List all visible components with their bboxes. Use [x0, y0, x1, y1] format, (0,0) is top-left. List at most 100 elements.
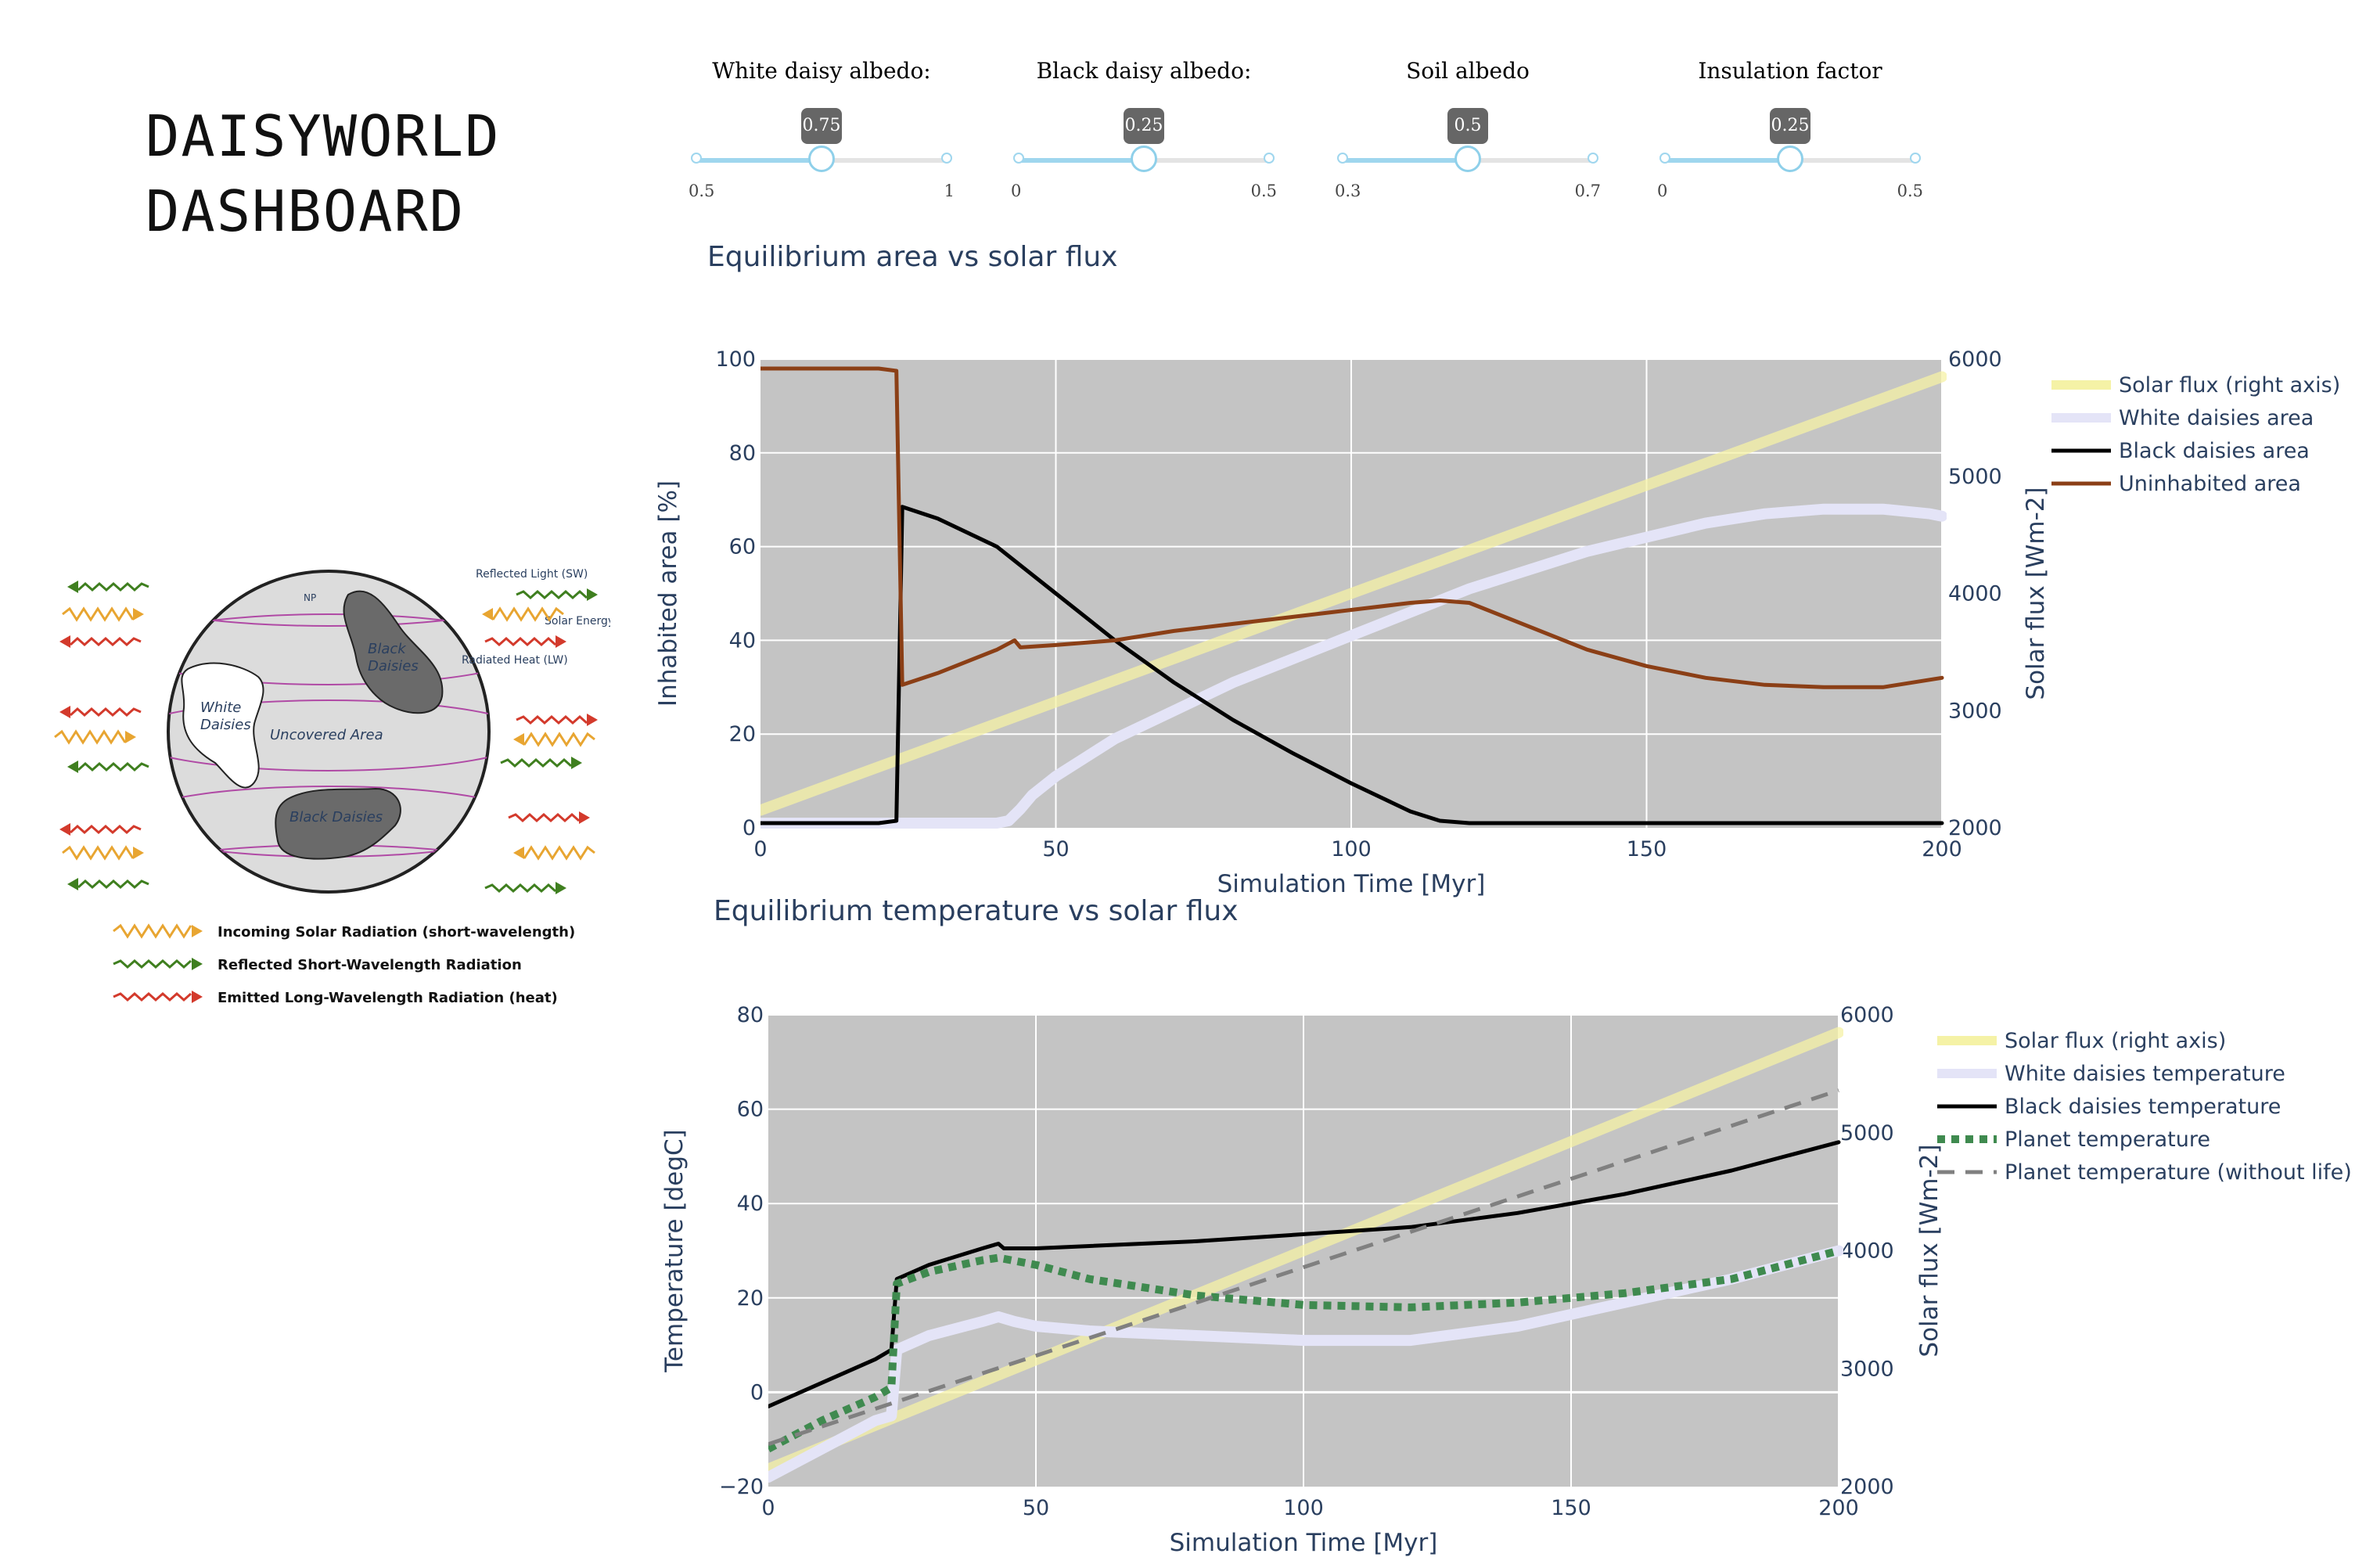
- black-daisy-patch-top: [343, 590, 444, 714]
- series-line-solar-flux-right-axis: [768, 1027, 1843, 1475]
- legend-label-planet-temperature-without-life: Planet temperature (without life): [2005, 1160, 2352, 1185]
- uncovered-area-label: Uncovered Area: [270, 727, 383, 743]
- legend-label-white-daisies-temperature: White daisies temperature: [2005, 1062, 2285, 1086]
- y-tick-label: 40: [737, 1192, 764, 1216]
- y2-axis-title: Solar flux [Wm-2]: [2022, 487, 2050, 699]
- slider-max-dot: [1910, 153, 1921, 164]
- x-tick-label: 100: [1331, 837, 1372, 861]
- radiation-arrowhead: [59, 706, 70, 718]
- radiation-arrowhead: [571, 757, 582, 769]
- radiation-arrowhead: [67, 581, 78, 593]
- radiation-wave: [484, 883, 556, 894]
- legend-item-label: Incoming Solar Radiation (short-waveleng…: [218, 924, 575, 940]
- chart-1: 0 50 100 150 2000204060801002000300040005000…: [654, 347, 2340, 898]
- series-line-black-daisies-area: [760, 505, 1944, 825]
- white-daisy-albedo-slider[interactable]: White daisy albedo: 0.75 0.5 1: [689, 47, 955, 211]
- radiation-wave: [70, 824, 142, 835]
- white-daisies-label-line-1: White: [200, 699, 241, 716]
- legend-label-white-daisies-area: White daisies area: [2119, 406, 2314, 430]
- slider-max-dot: [1588, 153, 1598, 164]
- slider-min-label: 0.3: [1335, 182, 1361, 200]
- slider-min-dot: [1013, 153, 1024, 164]
- black-daisy-albedo-slider[interactable]: Black daisy albedo: 0.25 0 0.5: [1011, 47, 1277, 211]
- series-line-white-daisies-temperature: [768, 1245, 1843, 1483]
- slider-handle[interactable]: [1454, 146, 1481, 172]
- y2-tick-label: 3000: [1840, 1357, 1894, 1381]
- radiation-arrowhead: [125, 731, 136, 743]
- y2-tick-label: 5000: [1840, 1121, 1894, 1145]
- radiation-arrowhead: [59, 823, 70, 836]
- y2-axis-title: Solar flux [Wm-2]: [1915, 1144, 1944, 1357]
- radiation-wave: [77, 879, 149, 890]
- radiation-wave: [523, 732, 595, 747]
- radiation-arrowhead: [513, 847, 524, 859]
- radiation-arrowhead: [556, 882, 566, 894]
- x-axis-title: Simulation Time [Myr]: [1170, 1529, 1438, 1557]
- slider-label: Soil albedo: [1406, 58, 1530, 84]
- slider-handle[interactable]: [1131, 146, 1157, 172]
- radiation-wave: [508, 812, 580, 823]
- y-axis-title: Inhabited area [%]: [654, 480, 682, 707]
- y-axis-title: Temperature [degC]: [660, 1129, 689, 1372]
- radiation-wave: [113, 991, 192, 1002]
- slider-handle[interactable]: [1777, 146, 1803, 172]
- radiation-wave: [54, 729, 127, 745]
- x-tick-label: 150: [1551, 1496, 1591, 1520]
- radiation-arrowhead: [192, 958, 203, 970]
- black-daisy-patch-bottom: [275, 787, 401, 860]
- y-tick-label: 0: [750, 1380, 764, 1404]
- radiation-wave: [77, 581, 149, 592]
- y2-tick-label: 4000: [1840, 1239, 1894, 1264]
- x-tick-label: 100: [1283, 1496, 1324, 1520]
- series-lines: [768, 1027, 1843, 1483]
- y2-tick-label: 5000: [1948, 465, 2002, 489]
- legend-label-black-daisies-temperature: Black daisies temperature: [2005, 1095, 2281, 1119]
- slider-min-label: 0.5: [689, 182, 715, 200]
- legend-item-label: Reflected Short-Wavelength Radiation: [218, 957, 522, 973]
- slider-label: White daisy albedo:: [712, 58, 931, 84]
- y-tick-label: 80: [729, 441, 756, 466]
- radiation-arrowhead: [192, 991, 203, 1003]
- legend-label-uninhabited-area: Uninhabited area: [2119, 472, 2301, 496]
- slider-handle[interactable]: [808, 146, 835, 172]
- radiation-wave: [523, 845, 595, 861]
- radiation-arrowhead: [59, 635, 70, 648]
- insulation-factor-slider[interactable]: Insulation factor 0.25 0 0.5: [1657, 47, 1923, 211]
- radiation-arrowhead: [192, 925, 203, 937]
- series-line-solar-flux-right-axis: [760, 371, 1947, 816]
- radiation-arrowhead: [67, 878, 78, 890]
- x-tick-label: 200: [1922, 837, 1962, 861]
- radiation-wave: [62, 845, 135, 861]
- series-line-planet-temperature-without-life: [768, 1088, 1839, 1447]
- slider-value-tooltip: 0.75: [801, 108, 842, 144]
- y-tick-label: −20: [719, 1475, 764, 1499]
- y-tick-label: 20: [729, 722, 756, 746]
- legend-label-solar-flux-right-axis: Solar flux (right axis): [2119, 373, 2340, 397]
- series-line-uninhabited-area: [760, 366, 1944, 689]
- slider-fill: [1343, 158, 1468, 163]
- x-tick-label: 200: [1818, 1496, 1859, 1520]
- slider-value-tooltip: 0.25: [1770, 108, 1810, 144]
- series-line-white-daisies-area: [760, 503, 1947, 829]
- radiation-arrowhead: [133, 608, 144, 620]
- soil-albedo-slider[interactable]: Soil albedo 0.5 0.3 0.7: [1335, 47, 1601, 211]
- radiation-arrowhead: [556, 635, 566, 648]
- white-daisies-label-line-2: Daisies: [200, 717, 251, 733]
- daisyworld-diagram: NP Black Daisies White Daisies Uncovered A…: [54, 568, 610, 1006]
- slider-max-dot: [1264, 153, 1275, 164]
- radiation-arrowhead: [67, 761, 78, 773]
- series-line-black-daisies-temperature: [768, 1140, 1841, 1408]
- slider-max-dot: [941, 153, 952, 164]
- app-title-line-1: DAISYWORLD: [146, 103, 501, 169]
- y2-tick-label: 6000: [1948, 347, 2002, 372]
- series-lines: [760, 366, 1947, 829]
- white-daisies-label: White Daisies: [200, 699, 251, 733]
- radiation-wave: [77, 761, 149, 772]
- radiation-arrowhead: [482, 608, 493, 620]
- slider-fill: [1019, 158, 1144, 163]
- temperature-chart-title: Equilibrium temperature vs solar flux: [714, 895, 1239, 927]
- white-daisy-patch: [181, 662, 264, 789]
- radiation-wave: [113, 958, 192, 969]
- radiation-wave: [491, 606, 564, 622]
- radiation-arrowhead: [587, 714, 598, 726]
